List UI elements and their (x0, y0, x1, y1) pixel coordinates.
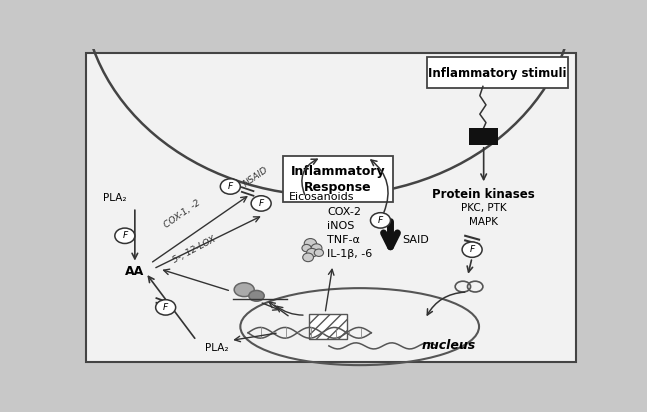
Ellipse shape (221, 179, 240, 194)
Text: NSAID: NSAID (242, 165, 270, 188)
Text: SAID: SAID (402, 235, 429, 246)
Text: Inflammatory
Response: Inflammatory Response (291, 165, 386, 194)
Ellipse shape (115, 228, 135, 243)
Text: F: F (378, 216, 383, 225)
Text: Protein kinases: Protein kinases (432, 188, 535, 201)
Text: F: F (228, 182, 233, 191)
Ellipse shape (234, 283, 254, 297)
FancyBboxPatch shape (428, 57, 567, 88)
Text: nucleus: nucleus (421, 339, 476, 352)
Ellipse shape (251, 196, 271, 211)
Ellipse shape (303, 253, 314, 262)
Ellipse shape (462, 242, 482, 258)
FancyBboxPatch shape (283, 156, 393, 202)
Ellipse shape (249, 290, 264, 301)
Text: 5-, 12-LOX: 5-, 12-LOX (171, 234, 217, 265)
Text: COX-2
iNOS
TNF-α
IL-1β, -6: COX-2 iNOS TNF-α IL-1β, -6 (327, 207, 373, 259)
Text: COX-1, -2: COX-1, -2 (163, 199, 203, 230)
Text: Eicosanoids: Eicosanoids (289, 192, 355, 202)
Bar (469, 128, 498, 145)
Ellipse shape (311, 244, 322, 253)
Ellipse shape (307, 248, 317, 257)
Ellipse shape (302, 244, 311, 252)
Text: F: F (122, 231, 127, 240)
Ellipse shape (314, 249, 324, 256)
Ellipse shape (371, 213, 391, 228)
Ellipse shape (156, 300, 176, 315)
Ellipse shape (304, 239, 316, 248)
Text: F: F (470, 245, 475, 254)
Text: F: F (163, 303, 168, 312)
Text: PKC, PTK
MAPK: PKC, PTK MAPK (461, 204, 507, 227)
Text: PLA₂: PLA₂ (103, 193, 127, 203)
Text: F: F (259, 199, 264, 208)
Text: Inflammatory stimuli: Inflammatory stimuli (428, 67, 567, 80)
FancyBboxPatch shape (309, 314, 347, 339)
Text: PLA₂: PLA₂ (206, 343, 229, 353)
Text: AA: AA (126, 265, 144, 278)
